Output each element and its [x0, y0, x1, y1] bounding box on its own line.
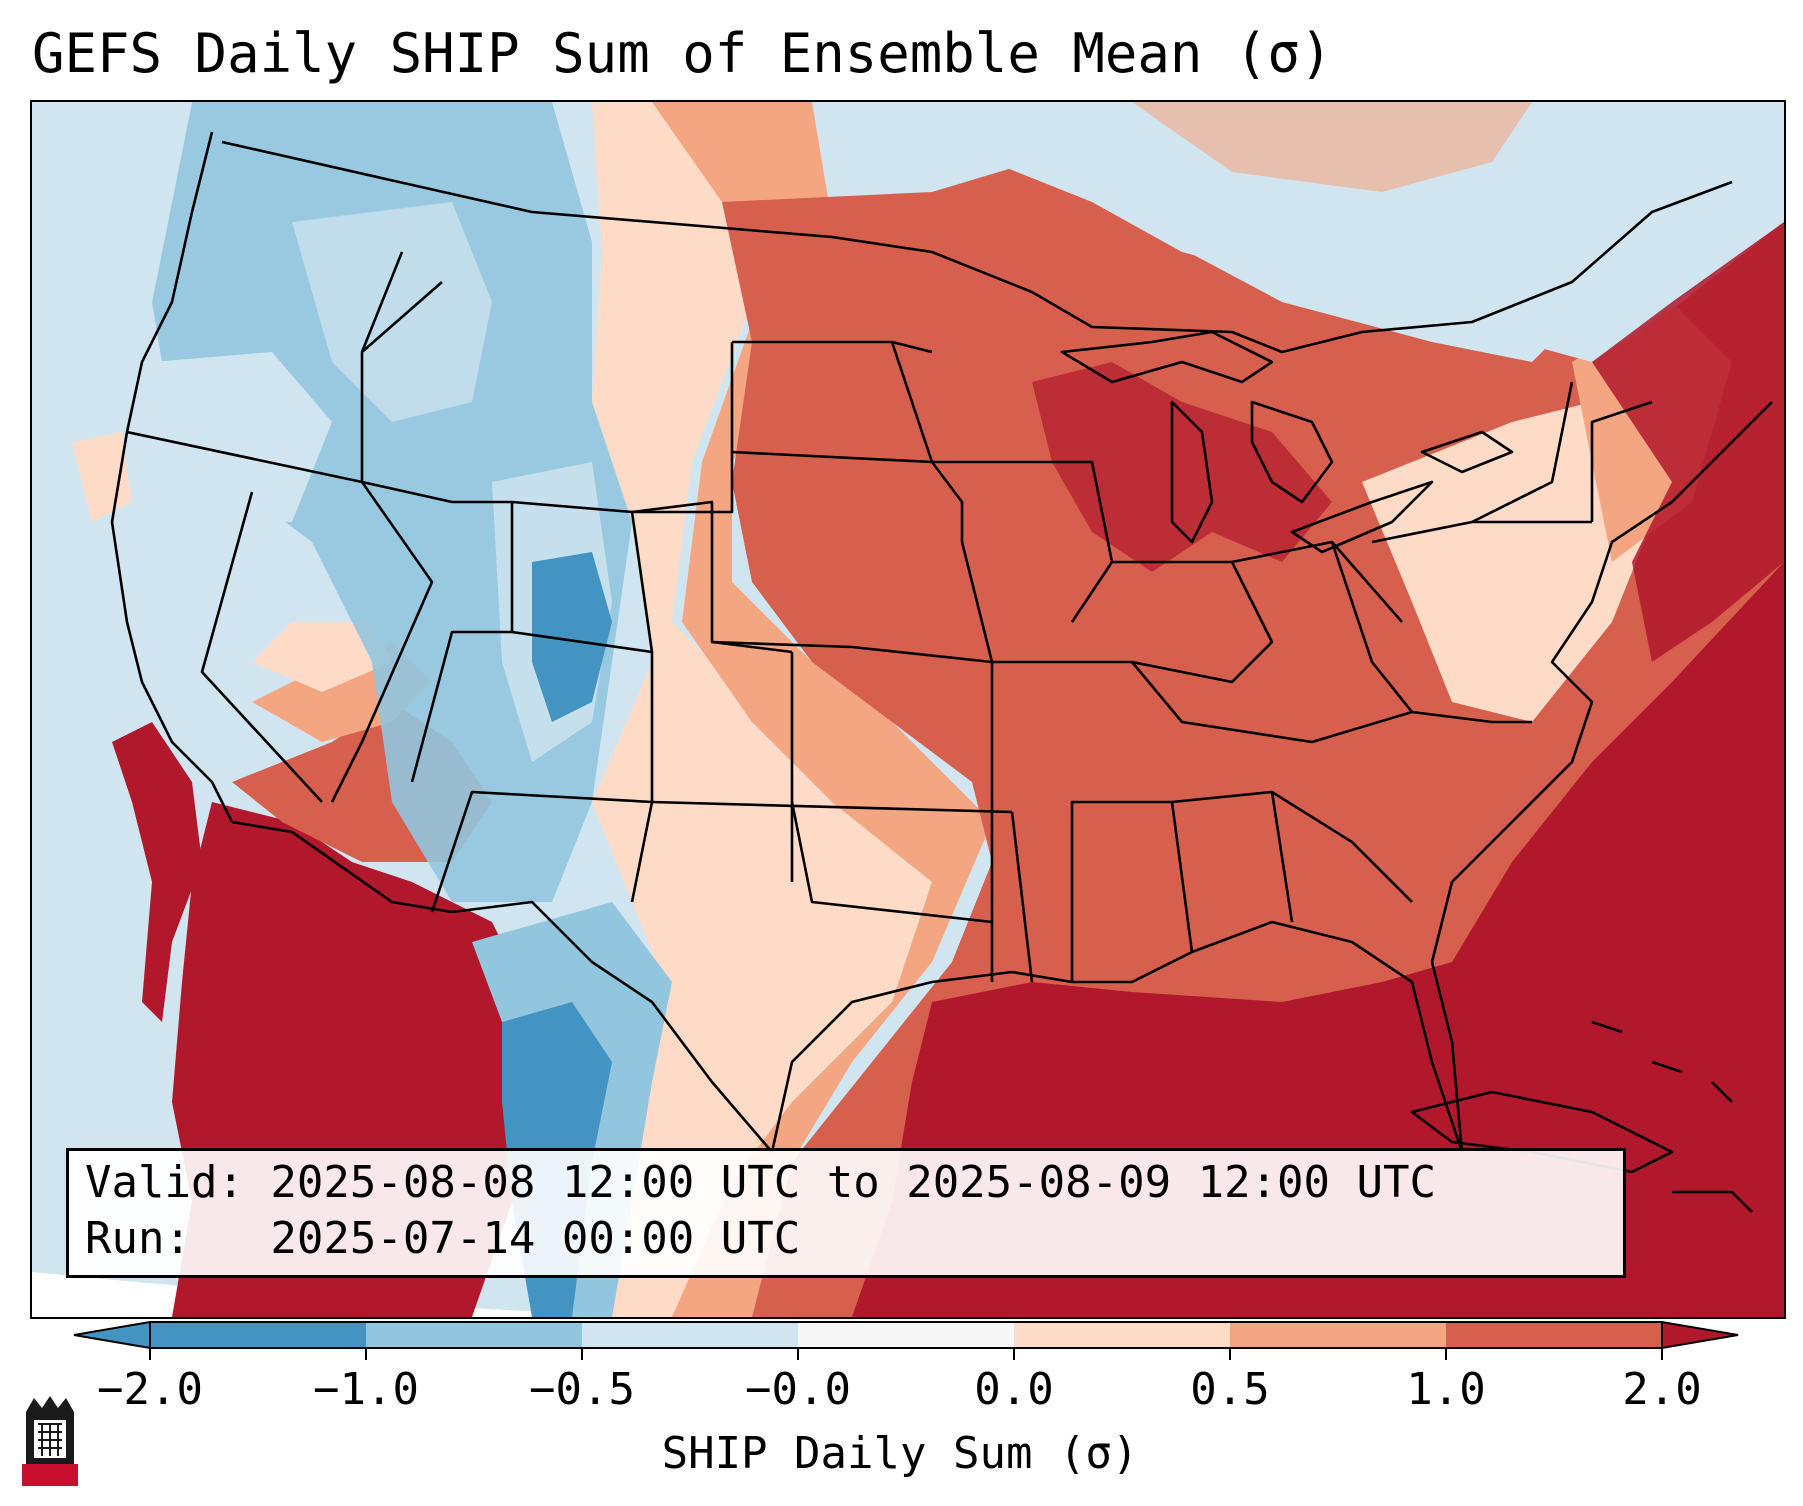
colorbar-segment [366, 1322, 582, 1348]
valid-run-box: Valid: 2025-08-08 12:00 UTC to 2025-08-0… [66, 1148, 1626, 1278]
colorbar-tick-label: 0.5 [1190, 1364, 1270, 1415]
anomaly-shading [32, 102, 1784, 1317]
colorbar-tick-label: −0.0 [745, 1364, 851, 1415]
colorbar-segment [1446, 1322, 1662, 1348]
map-panel [30, 100, 1786, 1319]
niu-logo-icon [22, 1396, 78, 1486]
colorbar-extend-low [73, 1320, 151, 1350]
anomaly-map [32, 102, 1784, 1317]
run-time-text: Run: 2025-07-14 00:00 UTC [85, 1213, 801, 1264]
colorbar-tick-label: −1.0 [313, 1364, 419, 1415]
colorbar-tick-label: 2.0 [1622, 1364, 1702, 1415]
valid-time-text: Valid: 2025-08-08 12:00 UTC to 2025-08-0… [85, 1157, 1437, 1208]
colorbar-segment [1014, 1322, 1230, 1348]
map-title: GEFS Daily SHIP Sum of Ensemble Mean (σ) [32, 22, 1333, 85]
colorbar-extend-high [1661, 1320, 1739, 1350]
colorbar-tick-label: 1.0 [1406, 1364, 1486, 1415]
colorbar-tick-label: 0.0 [974, 1364, 1054, 1415]
colorbar [73, 1320, 1739, 1360]
colorbar-segment [798, 1322, 1014, 1348]
colorbar-segment [150, 1322, 366, 1348]
colorbar-frame [149, 1321, 1663, 1349]
colorbar-tick-label: −0.5 [529, 1364, 635, 1415]
colorbar-segment [582, 1322, 798, 1348]
colorbar-label: SHIP Daily Sum (σ) [661, 1428, 1139, 1479]
colorbar-tick-label: −2.0 [97, 1364, 203, 1415]
colorbar-segment [1230, 1322, 1446, 1348]
boundaries [110, 131, 1773, 1213]
